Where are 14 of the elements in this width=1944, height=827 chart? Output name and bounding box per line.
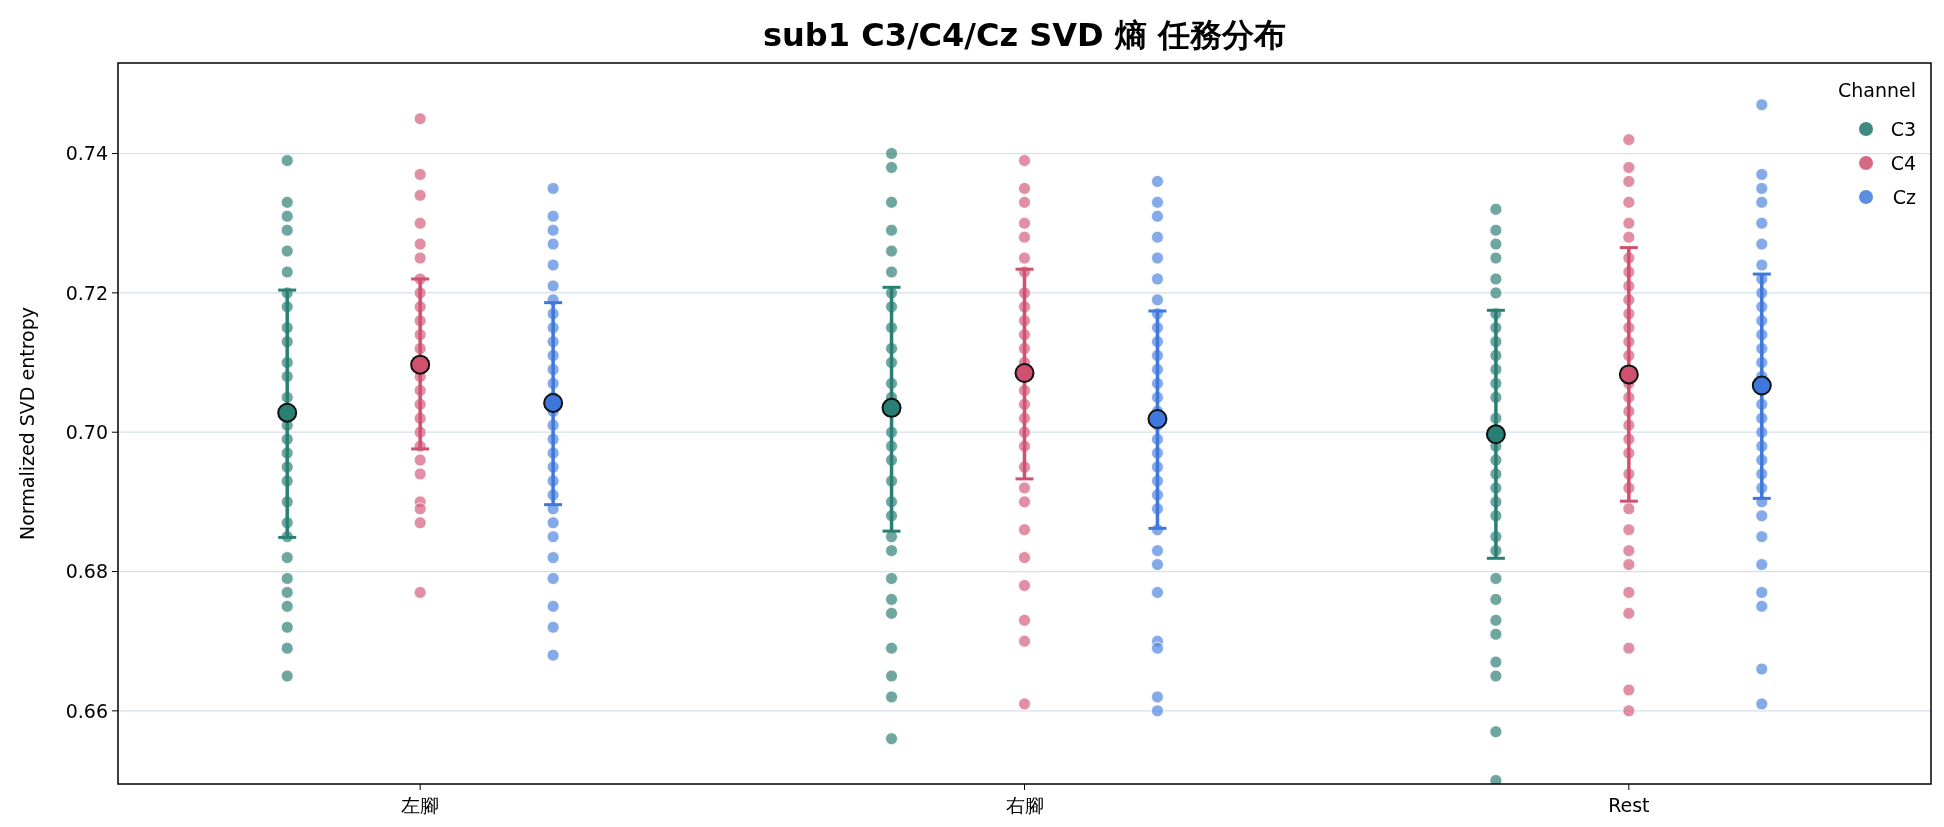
y-tick-label: 0.72 [65,281,108,304]
legend-label: Cz [1892,185,1917,208]
y-axis-title: Normalized SVD entropy [16,306,38,541]
x-tick-label: Rest [1608,794,1650,816]
legend-label: C4 [1890,151,1916,174]
x-tick-label: 左腳 [401,794,440,816]
x-tick-label: 右腳 [1005,794,1044,816]
y-tick-label: 0.74 [65,142,108,165]
chart-title: sub1 C3/C4/Cz SVD 熵 任務分布 [763,16,1286,54]
y-tick-label: 0.68 [65,560,108,583]
y-tick-label: 0.66 [65,699,108,722]
y-tick-label: 0.70 [65,420,108,443]
legend-title: Channel [1837,79,1916,101]
legend-label: C3 [1890,117,1916,140]
